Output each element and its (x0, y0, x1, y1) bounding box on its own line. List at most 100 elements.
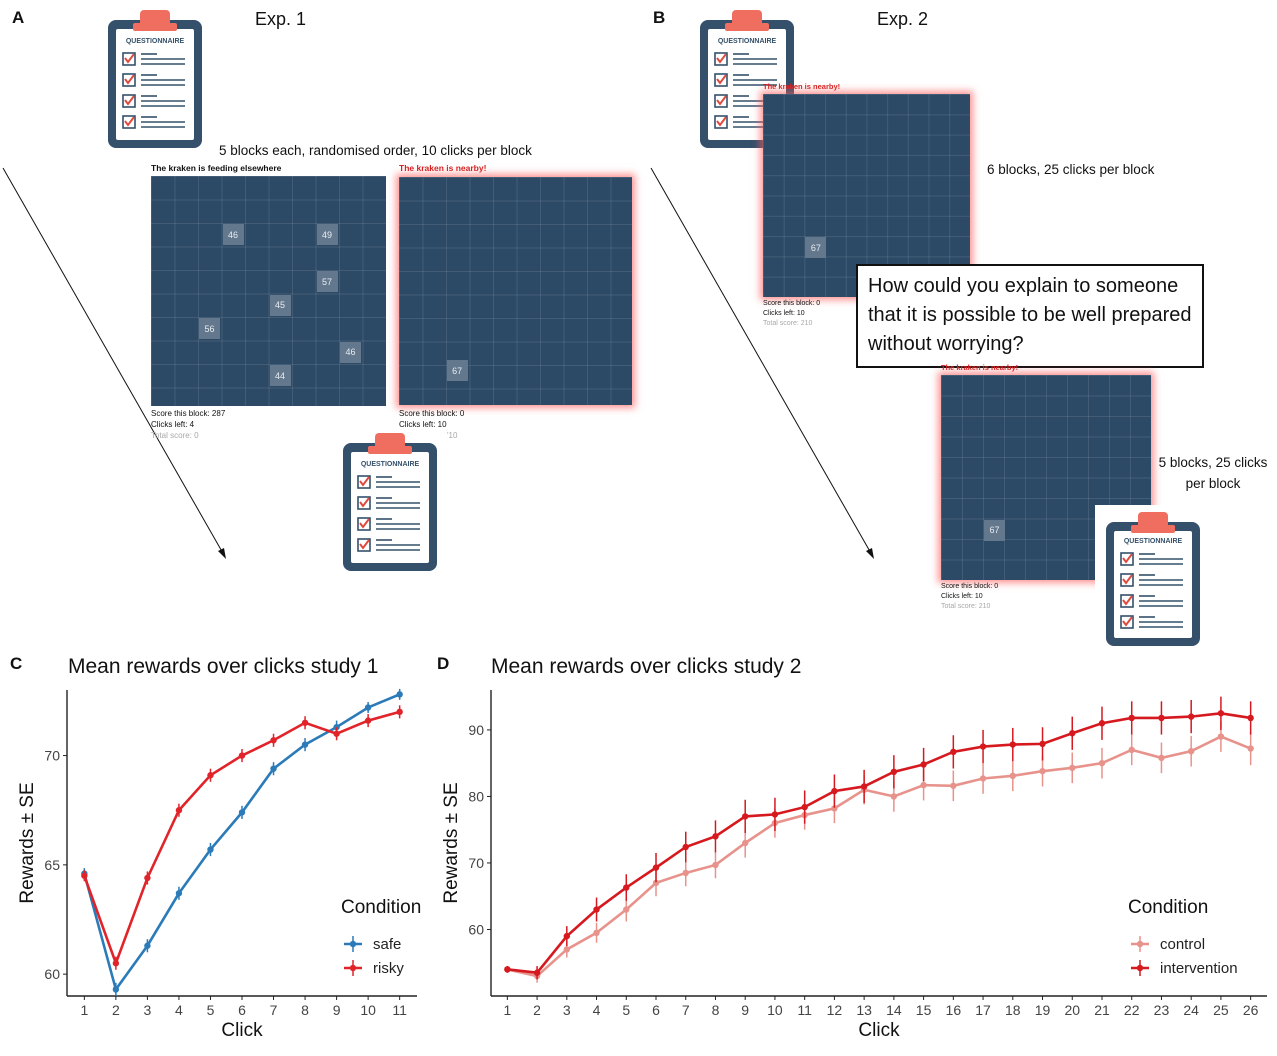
data-point (238, 809, 246, 816)
revealed-cell[interactable]: 67 (446, 360, 468, 382)
data-point (593, 906, 600, 913)
data-point (1009, 772, 1016, 780)
x-tick-label: 5 (622, 1002, 630, 1018)
data-point (1158, 714, 1165, 722)
y-tick-label: 80 (468, 788, 484, 804)
panel-letter-a: A (12, 8, 25, 27)
data-point (396, 691, 403, 698)
x-tick-label: 17 (975, 1002, 991, 1018)
x-tick-label: 12 (827, 1002, 843, 1018)
revealed-cell[interactable]: 67 (805, 237, 827, 259)
timeline-arrow-a (2, 167, 226, 559)
legend-key-point (1136, 940, 1144, 948)
y-tick-label: 70 (468, 855, 484, 871)
game-stats-b1: Score this block: 0 Clicks left: 10 Tota… (763, 299, 820, 329)
x-tick-label: 24 (1183, 1002, 1199, 1018)
game-title-safe: The kraken is feeding elsewhere (151, 163, 282, 173)
revealed-cell[interactable]: 46 (222, 224, 244, 245)
data-point (238, 752, 246, 759)
data-point (860, 783, 868, 790)
panel-letter-b: B (653, 8, 666, 27)
data-point (1187, 748, 1195, 755)
x-tick-label: 15 (916, 1002, 932, 1018)
exp1-title: Exp. 1 (255, 9, 307, 29)
x-tick-label: 4 (175, 1002, 183, 1018)
x-tick-label: 22 (1124, 1002, 1140, 1018)
data-point (1128, 746, 1135, 754)
game-grid-b1[interactable]: 67 (763, 94, 970, 297)
x-tick-label: 10 (360, 1002, 376, 1018)
y-tick-label: 65 (44, 857, 60, 873)
x-tick-label: 9 (741, 1002, 749, 1018)
exp2-note-1: 6 blocks, 25 clicks per block (987, 162, 1155, 177)
data-point (1098, 720, 1106, 727)
exp2-title: Exp. 2 (877, 9, 929, 29)
revealed-cell[interactable]: 44 (269, 365, 291, 386)
x-tick-label: 3 (144, 1002, 152, 1018)
data-point (301, 741, 309, 748)
revealed-cell[interactable]: 67 (984, 519, 1005, 541)
game-title-b2: The kraken is nearby! (941, 363, 1019, 372)
revealed-cell[interactable]: 56 (199, 318, 220, 339)
data-point (1039, 740, 1046, 748)
series-risky (81, 705, 403, 970)
data-point (1187, 713, 1195, 720)
game-grid-b2[interactable]: 67 (941, 375, 1151, 580)
clicks-left: Clicks left: 10 (399, 420, 447, 429)
data-point (112, 986, 120, 993)
data-point (333, 723, 340, 731)
data-point (950, 748, 957, 756)
x-tick-label: 2 (112, 1002, 120, 1018)
data-point (682, 843, 689, 851)
revealed-cell[interactable]: 49 (316, 224, 338, 245)
score-this-block: Score this block: 0 (399, 409, 465, 418)
questionnaire-label: QUESTIONNAIRE (125, 38, 185, 45)
legend-key-point (349, 964, 357, 972)
x-tick-label: 1 (503, 1002, 511, 1018)
data-point (920, 781, 927, 789)
score-this-block: Score this block: 0 (941, 583, 999, 590)
questionnaire-label: QUESTIONNAIRE (717, 38, 777, 45)
game-stats-safe: Score this block: 287 Clicks left: 4 Tot… (151, 408, 225, 441)
exp1-note: 5 blocks each, randomised order, 10 clic… (219, 143, 532, 158)
data-point (270, 765, 277, 772)
questionnaire-clipboard-icon: QUESTIONNAIRE (105, 5, 205, 150)
legend-key-point (349, 940, 357, 948)
x-tick-label: 6 (652, 1002, 660, 1018)
panel-letter-d: D (437, 654, 450, 673)
revealed-cell[interactable]: 57 (316, 271, 338, 292)
data-point (1098, 759, 1106, 767)
x-tick-label: 11 (392, 1002, 407, 1018)
data-point (979, 743, 987, 750)
revealed-cell[interactable]: 45 (269, 294, 291, 316)
revealed-cell[interactable]: 46 (340, 341, 361, 363)
data-point (504, 966, 511, 973)
data-point (652, 864, 660, 871)
series-safe (81, 688, 403, 996)
data-point (1069, 764, 1076, 772)
y-tick-label: 70 (44, 748, 60, 764)
data-point (682, 869, 689, 877)
data-point (742, 813, 749, 820)
legend-label-intervention: intervention (1160, 960, 1238, 977)
data-point (270, 737, 277, 744)
timeline-arrow-b (650, 167, 874, 559)
data-point (81, 872, 88, 879)
game-grid-safe[interactable]: 46 49 57 45 56 46 44 (151, 176, 386, 406)
data-point (144, 942, 151, 949)
total-score: '10 (447, 431, 458, 440)
x-tick-label: 13 (856, 1002, 872, 1018)
data-point (364, 717, 372, 724)
legend-title: Condition (341, 897, 421, 918)
x-tick-label: 2 (533, 1002, 541, 1018)
x-tick-label: 14 (886, 1002, 902, 1018)
x-tick-label: 7 (682, 1002, 690, 1018)
data-point (771, 811, 779, 818)
data-point (712, 833, 719, 840)
score-this-block: Score this block: 0 (763, 300, 821, 307)
data-point (1158, 754, 1165, 762)
clicks-left: Clicks left: 4 (151, 420, 195, 429)
game-grid-risky[interactable]: 67 (399, 177, 632, 405)
data-point (1217, 733, 1225, 740)
